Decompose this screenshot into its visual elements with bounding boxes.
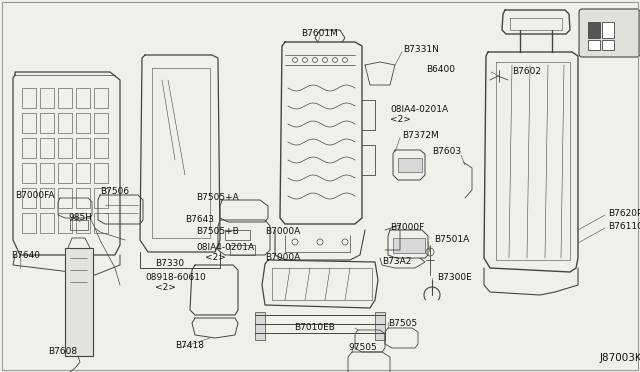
Bar: [65, 248, 93, 356]
Text: 97505: 97505: [348, 343, 377, 353]
Text: B7603: B7603: [432, 148, 461, 157]
Text: B7602: B7602: [512, 67, 541, 77]
Text: B7620P: B7620P: [608, 208, 640, 218]
Text: B7000A: B7000A: [265, 253, 300, 263]
Bar: [58, 188, 72, 208]
Text: B6400: B6400: [426, 65, 455, 74]
Text: B7418: B7418: [175, 340, 204, 350]
Text: B7505+A: B7505+A: [196, 193, 239, 202]
Bar: [76, 188, 90, 208]
Text: B7611Q: B7611Q: [608, 221, 640, 231]
Text: B7643: B7643: [185, 215, 214, 224]
Text: B7506: B7506: [100, 187, 129, 196]
Bar: [22, 113, 36, 133]
Bar: [94, 88, 108, 108]
Bar: [22, 88, 36, 108]
Bar: [40, 163, 54, 183]
Text: B7501A: B7501A: [434, 235, 469, 244]
Text: B7505+B: B7505+B: [196, 228, 239, 237]
Text: B7608: B7608: [48, 347, 77, 356]
Bar: [40, 113, 54, 133]
Polygon shape: [375, 312, 385, 340]
Text: B7000F: B7000F: [390, 224, 424, 232]
Text: 08IA4-0201A: 08IA4-0201A: [390, 106, 448, 115]
Bar: [94, 163, 108, 183]
Bar: [22, 188, 36, 208]
FancyBboxPatch shape: [579, 9, 640, 57]
Polygon shape: [255, 312, 265, 340]
Bar: [22, 163, 36, 183]
Bar: [76, 113, 90, 133]
Bar: [94, 113, 108, 133]
Bar: [76, 88, 90, 108]
Text: <2>: <2>: [155, 283, 176, 292]
Bar: [40, 213, 54, 233]
Text: B7000FA: B7000FA: [15, 190, 55, 199]
Bar: [94, 188, 108, 208]
Text: B73A2: B73A2: [382, 257, 412, 266]
Bar: [40, 138, 54, 158]
Text: <2>: <2>: [390, 115, 411, 124]
Polygon shape: [393, 238, 425, 253]
Text: B7330: B7330: [155, 260, 184, 269]
Bar: [58, 113, 72, 133]
Bar: [76, 138, 90, 158]
Bar: [40, 188, 54, 208]
Bar: [22, 138, 36, 158]
Text: B7300E: B7300E: [437, 273, 472, 282]
Text: <2>: <2>: [205, 253, 226, 263]
Bar: [602, 22, 614, 38]
Bar: [76, 213, 90, 233]
Text: B7010EB: B7010EB: [294, 324, 335, 333]
Text: B7505: B7505: [388, 318, 417, 327]
Bar: [602, 40, 614, 50]
Bar: [588, 22, 600, 38]
Text: B7640: B7640: [11, 250, 40, 260]
Bar: [58, 213, 72, 233]
Bar: [588, 40, 600, 50]
Text: 08918-60610: 08918-60610: [145, 273, 205, 282]
Text: 08IA4-0201A: 08IA4-0201A: [196, 244, 254, 253]
Text: J87003KW: J87003KW: [600, 353, 640, 363]
Bar: [40, 88, 54, 108]
Text: 985H: 985H: [68, 214, 92, 222]
Text: B7601M: B7601M: [301, 29, 339, 38]
Text: B7000A: B7000A: [265, 228, 300, 237]
Bar: [58, 88, 72, 108]
Bar: [94, 213, 108, 233]
Bar: [76, 163, 90, 183]
Bar: [58, 138, 72, 158]
Bar: [58, 163, 72, 183]
Bar: [94, 138, 108, 158]
Text: B7372M: B7372M: [402, 131, 439, 140]
Bar: [22, 213, 36, 233]
Polygon shape: [398, 158, 422, 172]
Text: B7331N: B7331N: [403, 45, 439, 54]
